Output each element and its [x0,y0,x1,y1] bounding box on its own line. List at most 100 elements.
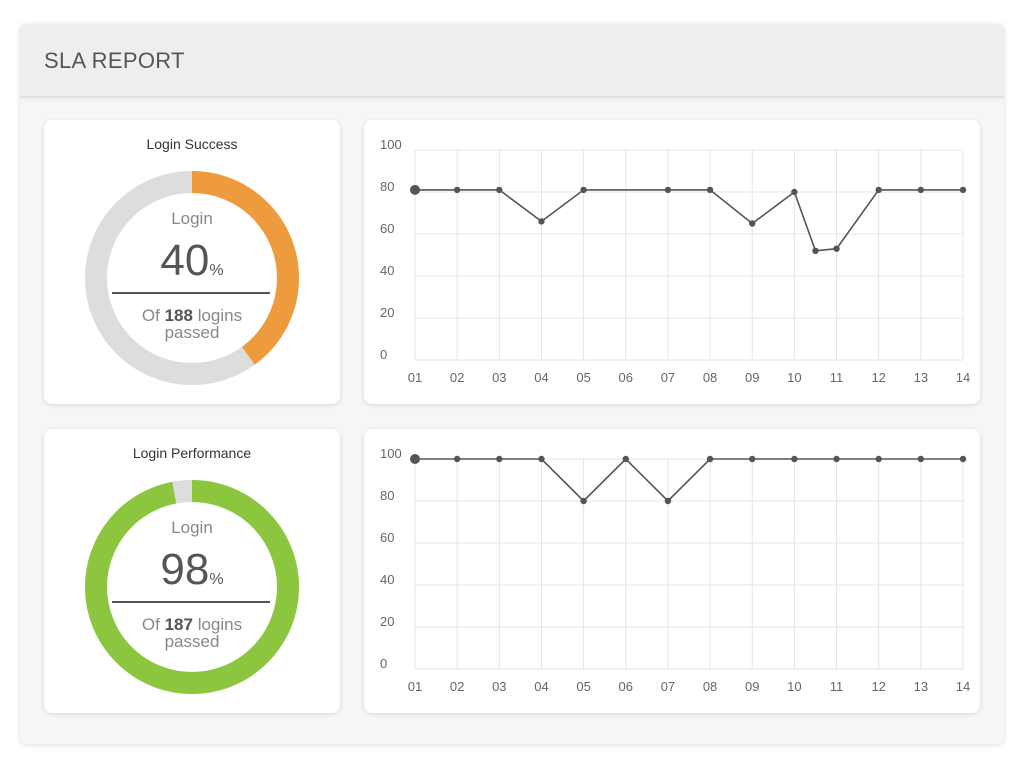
data-point [791,455,798,463]
x-tick-label: 09 [745,679,759,694]
y-tick-label: 60 [380,530,394,545]
x-tick-label: 07 [661,679,675,694]
gauge-percent: 40 [160,236,210,285]
x-tick-label: 04 [534,679,548,694]
gauge-fill [85,171,299,385]
data-point [959,186,967,194]
y-tick-label: 0 [380,347,387,362]
data-point [749,455,756,463]
gauge-subtext: Of 188 logins passed [117,307,267,341]
data-point [706,186,714,194]
data-point [833,245,840,252]
data-point [622,455,629,463]
sub-line2: passed [164,323,220,342]
x-tick-label: 11 [830,370,844,385]
gauge-value: 40% [44,236,340,286]
data-point [580,186,587,194]
sub-suffix: logins [197,306,243,325]
y-tick-label: 100 [380,446,402,461]
login-success-gauge [85,171,299,385]
gauge-subtext: Of 187 logins passed [117,616,267,650]
data-point [706,455,714,463]
data-point [791,188,798,196]
gauge-label: Login [171,209,213,228]
data-point [538,455,545,463]
sub-prefix: Of [141,306,160,325]
data-point [875,455,882,463]
x-tick-label: 05 [576,679,590,694]
gauge-title: Login Performance [132,445,252,461]
login-count: 188 [164,306,193,325]
gauge-fill [85,480,299,694]
gauge-divider [112,292,270,294]
data-point [812,247,819,254]
x-tick-label: 10 [787,370,801,385]
data-point [917,186,925,194]
y-tick-label: 40 [380,572,394,587]
data-point [410,184,420,195]
data-point [749,220,756,227]
x-tick-label: 14 [956,679,970,694]
login-success-card: Login Success Login 40% Of 188 logins pa… [44,120,340,404]
sub-prefix: Of [141,615,160,634]
data-point [664,497,672,505]
y-tick-label: 0 [380,656,387,671]
login-count: 187 [164,615,193,634]
data-point [875,186,882,194]
x-tick-label: 08 [703,370,717,385]
login-performance-gauge [85,480,299,694]
x-tick-label: 03 [492,679,506,694]
x-tick-label: 01 [408,679,422,694]
login-performance-line-chart: 0 20 40 60 80 100 01 02 03 04 05 06 07 08 09 10 11 12 13 14 [380,446,970,694]
gauge-divider [112,601,270,603]
x-tick-label: 13 [914,370,928,385]
data-point [496,186,503,194]
data-point [959,455,967,463]
x-tick-label: 09 [745,370,759,385]
x-tick-label: 11 [830,679,844,694]
y-tick-label: 40 [380,263,394,278]
x-tick-label: 02 [450,370,464,385]
gauge-unit: % [209,571,224,588]
data-point [580,497,587,505]
gauge-title: Login Success [146,136,238,152]
x-tick-label: 04 [534,370,548,385]
x-tick-label: 05 [576,370,590,385]
x-tick-label: 13 [914,679,928,694]
login-success-chart-card: 0 20 40 60 80 100 01 02 03 04 05 06 07 08 09 10 11 12 13 14 [364,120,980,404]
y-tick-label: 80 [380,488,394,503]
data-point [664,186,672,194]
sub-suffix: logins [197,615,243,634]
gauge-unit: % [209,262,224,279]
login-performance-card: Login Performance Login 98% Of 187 login… [44,429,340,713]
data-point [833,455,840,463]
login-success-line-chart: 0 20 40 60 80 100 01 02 03 04 05 06 07 08 09 10 11 12 13 14 [380,137,970,385]
x-tick-label: 06 [619,679,633,694]
report-header: SLA REPORT [20,24,1004,97]
y-tick-label: 20 [380,305,394,320]
data-point [453,455,461,463]
series-line [415,457,963,503]
x-tick-label: 03 [492,370,506,385]
sub-line2: passed [164,632,220,651]
sla-report: SLA REPORT Login Success Login 40% Of 18… [20,24,1004,744]
y-tick-label: 60 [380,221,394,236]
data-point [538,218,545,225]
x-tick-label: 01 [408,370,422,385]
x-tick-label: 08 [703,679,717,694]
x-tick-label: 02 [450,679,464,694]
x-tick-label: 07 [661,370,675,385]
y-tick-label: 20 [380,614,394,629]
login-performance-chart-card: 0 20 40 60 80 100 01 02 03 04 05 06 07 08 09 10 11 12 13 14 [364,429,980,713]
gauge-label: Login [171,518,213,537]
y-tick-label: 100 [380,137,402,152]
data-point [410,454,420,464]
y-tick-label: 80 [380,179,394,194]
gauge-value: 98% [44,545,340,595]
data-point [496,455,503,463]
page-title: SLA REPORT [44,48,185,73]
x-tick-label: 06 [619,370,633,385]
series-line [415,189,963,252]
gauge-percent: 98 [160,545,210,594]
data-point [917,455,925,463]
